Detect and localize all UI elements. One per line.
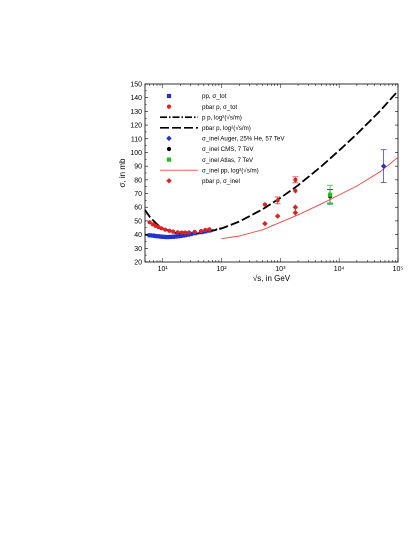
data-point-series-0 xyxy=(170,234,176,239)
data-point-series-0 xyxy=(173,234,178,239)
data-point-series-0 xyxy=(180,233,185,238)
legend-marker xyxy=(166,157,172,162)
data-point-series-1 xyxy=(159,226,164,231)
y-axis-label: σ, in mb xyxy=(118,158,127,187)
x-tick-label: 10⁴ xyxy=(334,266,345,273)
data-point-series-1 xyxy=(179,230,184,235)
data-point-series-1 xyxy=(170,229,176,234)
data-point-series-1 xyxy=(163,227,168,232)
data-point-series-0 xyxy=(168,234,173,240)
data-point-series-2 xyxy=(292,204,299,210)
y-tick-label: 100 xyxy=(130,150,142,157)
legend-label: pbar p, log²(√s/m) xyxy=(202,125,251,132)
y-tick-label: 40 xyxy=(134,232,142,239)
y-tick-label: 60 xyxy=(134,205,142,212)
legend-label: pp, σ_tot xyxy=(202,93,227,100)
data-point-series-5 xyxy=(327,192,333,197)
data-points xyxy=(147,149,387,240)
x-axis-label: √s, in GeV xyxy=(253,274,291,283)
legend-marker xyxy=(166,178,172,184)
data-point-series-1 xyxy=(293,188,298,193)
y-tick-label: 90 xyxy=(134,164,142,171)
legend-label: σ_inel Auger, 25% He, 57 TeV xyxy=(202,136,285,143)
legend-label: σ_inel pp, log²(√s/m) xyxy=(202,167,259,174)
data-point-series-1 xyxy=(207,227,212,232)
legend-label: pbar p, σ_tot xyxy=(202,104,237,111)
data-point-series-0 xyxy=(153,233,158,239)
data-point-series-1 xyxy=(203,227,208,233)
legend-marker xyxy=(166,104,172,109)
legend-marker xyxy=(166,93,172,99)
x-tick-label: 10¹ xyxy=(158,266,169,273)
data-point-series-1 xyxy=(262,202,267,207)
curve-solid-2 xyxy=(221,156,399,240)
y-axis: 20 30 40 50 60 70 80 90 100 110 120 130 140 150 xyxy=(130,82,398,267)
x-tick-label: 10⁵ xyxy=(393,266,404,273)
y-tick-label: 20 xyxy=(134,260,142,267)
y-tick-label: 120 xyxy=(130,123,142,130)
x-tick-label: 10³ xyxy=(275,266,286,273)
data-point-series-0 xyxy=(178,233,183,239)
data-point-series-1 xyxy=(275,198,280,203)
data-point-series-1 xyxy=(199,228,204,234)
legend-marker xyxy=(166,135,172,142)
curve-longdash-1 xyxy=(144,90,399,236)
data-point-series-0 xyxy=(158,234,163,239)
data-point-series-1 xyxy=(147,220,152,225)
legend-label: σ_inel CMS, 7 TeV xyxy=(202,146,254,153)
data-point-series-0 xyxy=(155,234,161,239)
y-tick-label: 70 xyxy=(134,191,142,198)
data-point-series-0 xyxy=(165,234,170,240)
data-point-series-0 xyxy=(147,233,152,238)
y-tick-label: 110 xyxy=(131,136,142,143)
data-point-series-0 xyxy=(185,232,191,237)
y-tick-label: 50 xyxy=(134,218,142,225)
data-point-series-1 xyxy=(167,228,172,233)
data-point-series-2 xyxy=(292,209,299,216)
data-point-series-3 xyxy=(380,163,387,169)
y-tick-label: 140 xyxy=(130,95,142,102)
data-point-series-1 xyxy=(182,230,188,235)
legend-label: p p, log²(√s/m) xyxy=(202,114,242,121)
x-tick-label: 10² xyxy=(216,266,227,273)
data-point-series-0 xyxy=(188,231,193,237)
data-point-series-1 xyxy=(192,229,197,234)
legend-label: pbar p, σ_inel xyxy=(202,178,240,185)
y-tick-label: 30 xyxy=(134,246,142,253)
y-tick-label: 80 xyxy=(134,177,142,184)
data-point-series-1 xyxy=(175,230,180,235)
data-point-series-2 xyxy=(274,213,281,219)
data-point-series-0 xyxy=(163,234,168,240)
data-point-series-0 xyxy=(160,234,165,239)
y-tick-label: 130 xyxy=(130,109,142,116)
y-tick-label: 150 xyxy=(130,82,142,89)
data-point-series-1 xyxy=(293,177,298,182)
data-point-series-0 xyxy=(175,234,180,239)
legend-marker xyxy=(166,146,172,152)
legend-label: σ_inel Atlas, 7 TeV xyxy=(202,157,254,164)
data-point-series-0 xyxy=(150,233,155,238)
data-point-series-2 xyxy=(262,220,268,227)
data-point-series-1 xyxy=(186,230,192,235)
fit-curves xyxy=(144,90,399,240)
x-axis: 10¹ 10² 10³ 10⁴ 10⁵ xyxy=(144,84,404,273)
data-point-series-0 xyxy=(182,233,188,238)
